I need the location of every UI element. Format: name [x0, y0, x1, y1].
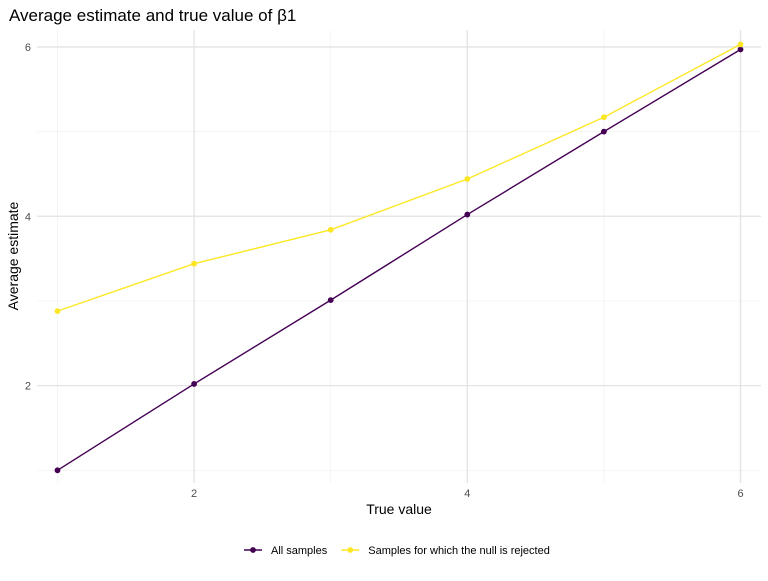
legend-key-point-1 — [250, 547, 256, 553]
data-point-series-1 — [737, 46, 744, 53]
x-tick-label: 4 — [464, 488, 470, 500]
y-tick-label: 6 — [25, 42, 31, 54]
y-tick-label: 2 — [25, 381, 31, 393]
data-point-series-2 — [54, 308, 61, 315]
legend-label-2: Samples for which the null is rejected — [368, 545, 550, 557]
data-point-series-2 — [464, 176, 471, 182]
data-point-series-2 — [191, 260, 197, 267]
grid — [37, 30, 761, 483]
data-point-series-1 — [601, 128, 607, 135]
y-tick-label: 4 — [25, 211, 31, 223]
y-axis-label: Average estimate — [5, 201, 21, 310]
series-line-1 — [57, 48, 741, 471]
chart-title: Average estimate and true value of β1 — [9, 6, 296, 25]
x-axis-label: True value — [366, 501, 432, 517]
x-tick-label: 6 — [737, 488, 743, 500]
data-point-series-2 — [327, 226, 334, 233]
data-point-series-2 — [737, 41, 744, 48]
legend: All samples Samples for which the null is… — [244, 545, 550, 557]
series-line-2 — [57, 43, 741, 312]
legend-key-point-2 — [347, 547, 354, 553]
legend-label-1: All samples — [271, 545, 328, 557]
x-tick-label: 2 — [191, 488, 197, 500]
data-point-series-1 — [464, 211, 471, 218]
data-point-series-1 — [54, 467, 61, 474]
data-point-series-1 — [191, 381, 197, 387]
data-point-series-1 — [327, 297, 334, 304]
axes: 2 4 6 2 4 6 — [25, 42, 744, 500]
data-point-series-2 — [601, 114, 607, 121]
series-layer — [54, 41, 744, 474]
